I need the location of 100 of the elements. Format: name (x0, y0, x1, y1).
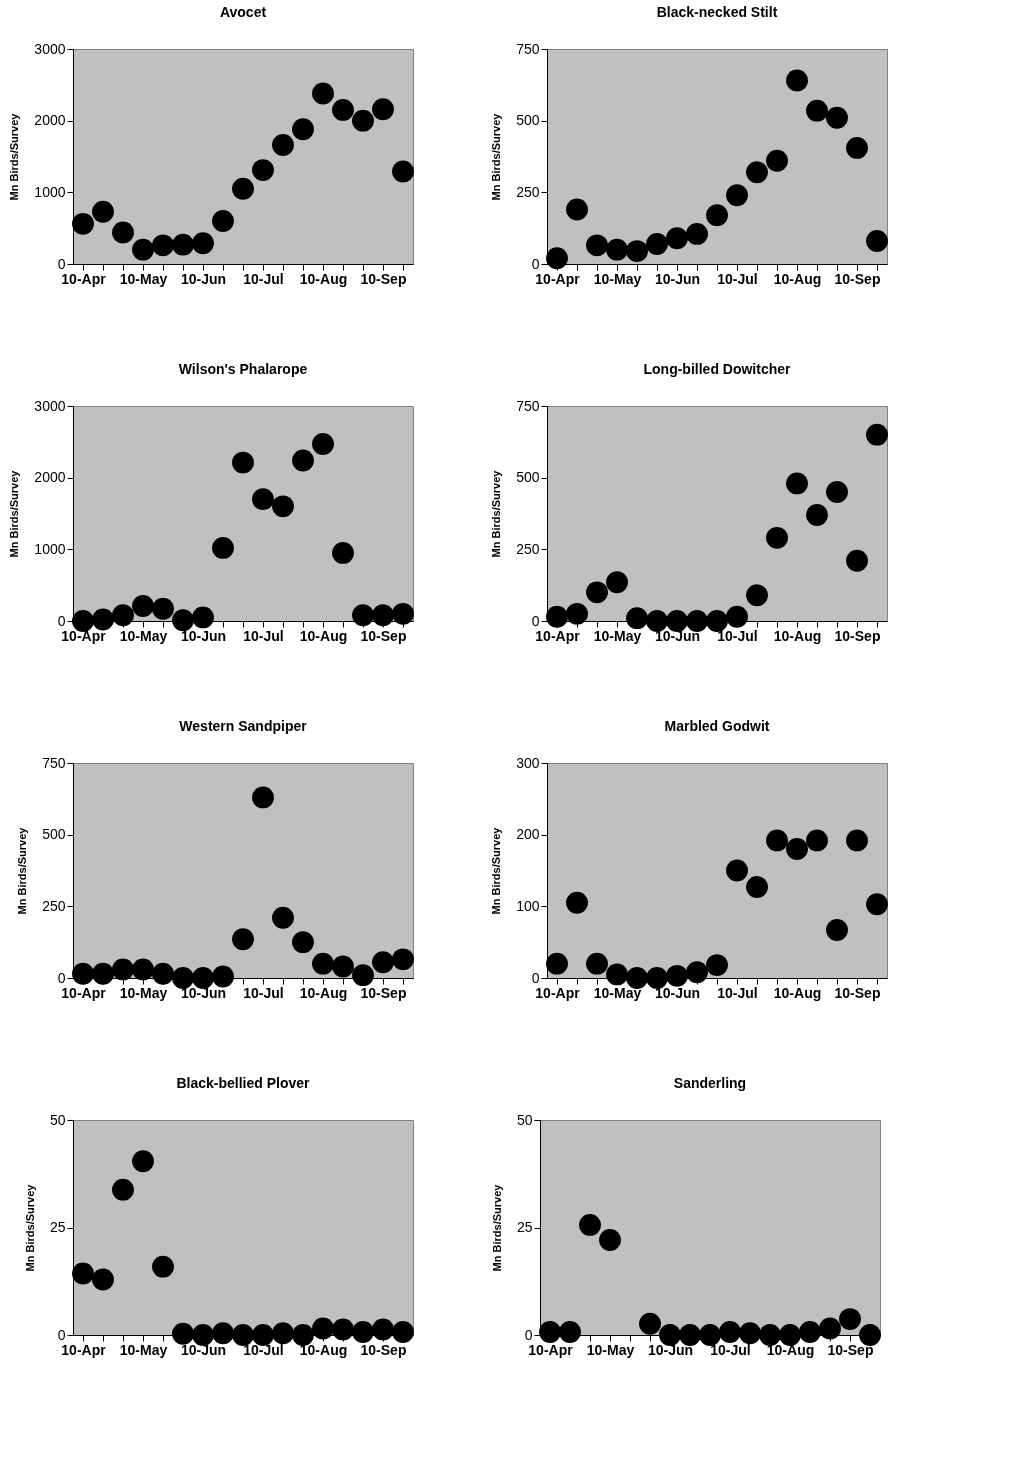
x-tick-label: 10-May (119, 627, 168, 644)
y-axis-title: Mn Birds/Survey (490, 1183, 503, 1272)
chart-title: Marbled Godwit (664, 718, 770, 734)
x-tick-label: 10-Jul (717, 627, 758, 644)
point (112, 958, 134, 981)
point (72, 962, 94, 985)
chart-title: Western Sandpiper (179, 718, 308, 734)
point (706, 204, 728, 227)
point (606, 963, 628, 986)
point (292, 931, 314, 954)
x-tick-label: 10-Aug (299, 1341, 348, 1358)
point (719, 1321, 741, 1343)
x-tick-label: 10-May (593, 270, 642, 287)
x-tick-label: 10-Aug (773, 984, 822, 1001)
y-tick-label: 0 (531, 255, 540, 272)
point (726, 859, 748, 882)
y-axis-title: Mn Birds/Survey (490, 112, 503, 201)
point (292, 1324, 314, 1346)
point (372, 1318, 394, 1341)
y-tick-label: 0 (57, 255, 66, 272)
x-tick-label: 10-Aug (299, 627, 348, 644)
x-tick-label: 10-Sep (360, 270, 407, 287)
y-tick-label: 2000 (34, 112, 66, 129)
point (666, 227, 688, 250)
point (606, 571, 628, 594)
point (699, 1324, 721, 1346)
point (172, 233, 194, 256)
point (192, 1324, 214, 1346)
point (666, 964, 688, 987)
point (112, 604, 134, 627)
x-tick-label: 10-May (119, 984, 168, 1001)
point (826, 481, 848, 503)
x-tick-label: 10-Jul (717, 984, 758, 1001)
y-tick-label: 100 (516, 897, 540, 914)
y-tick-label: 50 (516, 1111, 533, 1128)
x-tick-label: 10-Apr (61, 627, 107, 644)
point (806, 829, 828, 852)
point (786, 472, 808, 495)
chart-title: Avocet (219, 4, 267, 20)
x-tick-label: 10-Jul (243, 984, 284, 1001)
x-tick-label: 10-May (119, 270, 168, 287)
point (92, 962, 114, 985)
x-tick-label: 10-Sep (360, 627, 407, 644)
point (866, 423, 888, 446)
y-axis-title: Mn Birds/Survey (8, 112, 21, 201)
point (679, 1324, 701, 1346)
x-tick-label: 10-Sep (834, 627, 881, 644)
y-tick-label: 0 (57, 1326, 66, 1343)
point (759, 1324, 781, 1346)
point (332, 1318, 354, 1341)
point (626, 967, 648, 989)
y-tick-label: 2000 (34, 469, 66, 486)
x-tick-label: 10-Aug (299, 270, 348, 287)
point (252, 159, 274, 182)
point (372, 98, 394, 121)
y-tick-label: 3000 (34, 40, 66, 57)
point (192, 967, 214, 989)
point (172, 967, 194, 989)
x-tick-label: 10-May (593, 627, 642, 644)
point (706, 954, 728, 977)
point (252, 488, 274, 511)
y-tick-label: 750 (42, 754, 66, 771)
point (392, 602, 414, 625)
point (212, 210, 234, 232)
point (192, 232, 214, 255)
point (152, 962, 174, 985)
chart-title: Wilson's Phalarope (178, 361, 308, 377)
point (626, 240, 648, 263)
x-tick-label: 10-Jun (180, 627, 227, 644)
point (866, 230, 888, 252)
y-tick-label: 25 (516, 1219, 533, 1235)
point (352, 1321, 374, 1343)
point (566, 602, 588, 625)
point (152, 1255, 174, 1278)
point (586, 952, 608, 975)
point (766, 526, 788, 549)
x-tick-label: 10-Jun (180, 270, 227, 287)
point (859, 1324, 881, 1346)
point (846, 136, 868, 159)
point (292, 118, 314, 141)
point (112, 1178, 134, 1201)
point (779, 1324, 801, 1346)
point (312, 1317, 334, 1340)
point (666, 610, 688, 632)
point (392, 1321, 414, 1343)
point (746, 584, 768, 607)
point (392, 948, 414, 971)
y-tick-label: 500 (516, 112, 540, 129)
chart-title: Sanderling (673, 1075, 747, 1091)
point (232, 451, 254, 474)
point (212, 536, 234, 559)
point (846, 549, 868, 572)
point (292, 449, 314, 472)
y-tick-label: 25 (49, 1219, 66, 1235)
x-tick-label: 10-Jun (647, 1341, 694, 1358)
x-tick-label: 10-Apr (61, 984, 107, 1001)
point (866, 893, 888, 916)
x-tick-label: 10-May (119, 1341, 168, 1358)
point (132, 958, 154, 981)
point (539, 1321, 561, 1343)
